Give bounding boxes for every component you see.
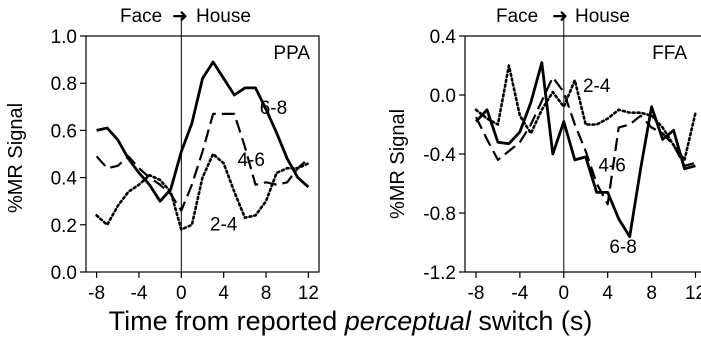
ffa-ytick-label: -1.2	[423, 263, 456, 284]
ffa-xtick-label: 12	[685, 283, 701, 304]
ffa-ytick-label: 0.0	[430, 86, 456, 107]
ppa-series-2-4	[95, 152, 310, 231]
ppa-xtick-label: -8	[88, 283, 105, 304]
ffa-series-2-4	[474, 64, 697, 162]
ppa-series-4-6	[95, 112, 310, 212]
ppa-ytick-label: 1.0	[51, 27, 77, 48]
ffa-ylabel: %MR Signal	[387, 109, 409, 219]
panel-ppa: Face ➜ House 0.0 0.2 0.4 0.6 0.8 1.0 -8 -4 0 4 8 12…	[51, 5, 320, 304]
ppa-header-right: House	[196, 6, 251, 27]
ffa-header-right: House	[575, 6, 630, 27]
ppa-xtick-label: 12	[298, 283, 319, 304]
ppa-annotation-4-6: 4-6	[237, 150, 264, 171]
ffa-axis-ticks: -1.2 -0.8 -0.4 0.0 0.4 -8 -4 0 4 8 12	[423, 27, 701, 304]
ppa-ytick-label: 0.0	[51, 263, 77, 284]
figure: Face ➜ House 0.0 0.2 0.4 0.6 0.8 1.0 -8 -4 0 4 8 12…	[5, 5, 701, 304]
ffa-series-6-8	[474, 61, 696, 239]
ppa-ylabel: %MR Signal	[5, 103, 27, 213]
ppa-ytick-label: 0.6	[51, 121, 77, 142]
xlabel-suffix: switch (s)	[470, 306, 593, 336]
ppa-series-6-8	[96, 60, 310, 203]
ffa-xtick-label: 8	[646, 283, 657, 304]
ffa-plot-frame	[464, 35, 701, 273]
ffa-xtick-label: 4	[602, 283, 613, 304]
ffa-series	[474, 61, 697, 239]
x-axis-caption: Time from reported perceptual switch (s)	[0, 306, 701, 337]
ppa-ytick-label: 0.2	[51, 216, 77, 237]
ffa-annotation-2-4: 2-4	[583, 76, 611, 97]
ppa-annotations: 6-8 4-6 2-4	[210, 98, 287, 236]
ffa-xtick-label: 0	[559, 283, 570, 304]
ffa-ytick-label: -0.8	[423, 204, 456, 225]
ffa-ytick-label: 0.4	[430, 27, 457, 48]
ffa-header-left: Face	[496, 6, 538, 27]
ppa-header-left: Face	[120, 6, 162, 27]
ffa-annotations: 2-4 4-6 6-8	[583, 76, 637, 258]
ppa-header-arrow-icon: ➜	[172, 5, 188, 27]
panel-ffa: Face ➜ House %MR Signal -1.2 -0.8 -0.4 0.0 0…	[387, 5, 701, 304]
ppa-series	[95, 60, 310, 231]
ppa-xtick-label: -4	[131, 283, 148, 304]
ppa-plot-frame	[85, 35, 320, 273]
ffa-annotation-6-8: 6-8	[609, 237, 636, 258]
ppa-annotation-6-8: 6-8	[260, 98, 287, 119]
xlabel-prefix: Time from reported	[108, 306, 345, 336]
xlabel-italic: perceptual	[344, 306, 471, 336]
ffa-series-4-6	[475, 76, 696, 206]
ppa-ytick-label: 0.4	[51, 169, 78, 190]
ppa-panel-label: PPA	[273, 43, 310, 64]
ffa-panel-label: FFA	[652, 43, 687, 64]
ffa-ytick-label: -0.4	[423, 145, 456, 166]
ppa-xtick-label: 8	[261, 283, 272, 304]
ffa-annotation-4-6: 4-6	[598, 156, 625, 177]
ffa-header-arrow-icon: ➜	[552, 5, 568, 27]
ppa-xtick-label: 4	[218, 283, 229, 304]
ppa-axis-ticks: 0.0 0.2 0.4 0.6 0.8 1.0 -8 -4 0 4 8 12	[51, 27, 319, 304]
ffa-xtick-label: -8	[468, 283, 485, 304]
ppa-ytick-label: 0.8	[51, 74, 77, 95]
ppa-xtick-label: 0	[176, 283, 187, 304]
ppa-annotation-2-4: 2-4	[210, 215, 238, 236]
ffa-xtick-label: -4	[511, 283, 528, 304]
